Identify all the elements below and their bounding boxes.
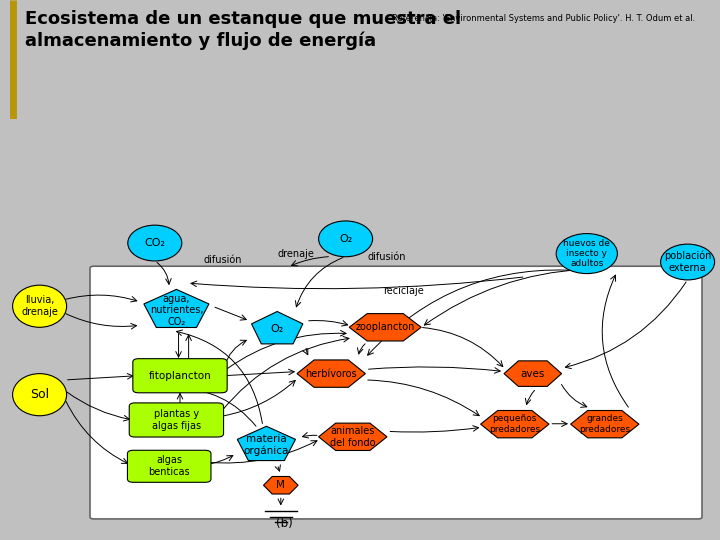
Ellipse shape: [13, 374, 66, 416]
Text: (b): (b): [276, 517, 293, 530]
Text: agua,
nutrientes,
CO₂: agua, nutrientes, CO₂: [150, 294, 203, 327]
Polygon shape: [251, 312, 303, 344]
Ellipse shape: [556, 234, 618, 274]
Polygon shape: [481, 410, 549, 438]
Text: zooplancton: zooplancton: [356, 322, 415, 332]
Text: difusión: difusión: [367, 252, 405, 262]
Text: animales
del fondo: animales del fondo: [330, 426, 376, 448]
Text: Referencia: 'Environmental Systems and Public Policy'. H. T. Odum et al.: Referencia: 'Environmental Systems and P…: [392, 14, 696, 23]
Polygon shape: [264, 476, 298, 494]
Polygon shape: [504, 361, 562, 387]
Ellipse shape: [13, 285, 66, 327]
Text: aves: aves: [521, 369, 545, 379]
Polygon shape: [238, 426, 295, 461]
Text: grandes
predadores: grandes predadores: [579, 415, 631, 434]
Polygon shape: [349, 314, 421, 341]
FancyBboxPatch shape: [90, 266, 702, 519]
FancyBboxPatch shape: [127, 450, 211, 482]
Text: drenaje: drenaje: [277, 249, 314, 259]
Text: O₂: O₂: [339, 234, 352, 244]
Ellipse shape: [318, 221, 373, 256]
Text: huevos de
insecto y
adultos: huevos de insecto y adultos: [563, 239, 611, 268]
Text: reciclaje: reciclaje: [383, 287, 423, 296]
Text: materia
orgánica: materia orgánica: [243, 434, 289, 456]
Text: herbívoros: herbívoros: [305, 369, 357, 379]
Ellipse shape: [128, 225, 181, 261]
Polygon shape: [571, 410, 639, 438]
FancyBboxPatch shape: [133, 359, 228, 393]
Polygon shape: [297, 360, 366, 387]
Text: fitoplancton: fitoplancton: [148, 371, 212, 381]
Text: población
externa: población externa: [664, 251, 711, 273]
Text: O₂: O₂: [271, 325, 284, 334]
Ellipse shape: [661, 244, 714, 280]
Polygon shape: [319, 423, 387, 450]
Text: Ecosistema de un estanque que muestra el
almacenamiento y flujo de energía: Ecosistema de un estanque que muestra el…: [25, 10, 462, 50]
Text: CO₂: CO₂: [144, 238, 166, 248]
Text: lluvia,
drenaje: lluvia, drenaje: [21, 295, 58, 317]
Text: Sol: Sol: [30, 388, 49, 401]
FancyBboxPatch shape: [130, 403, 223, 437]
Text: plantas y
algas fijas: plantas y algas fijas: [152, 409, 201, 431]
Text: difusión: difusión: [203, 255, 241, 265]
Text: algas
benticas: algas benticas: [148, 456, 190, 477]
Text: pequeños
predadores: pequeños predadores: [489, 415, 541, 434]
Text: M: M: [276, 480, 285, 490]
Polygon shape: [144, 289, 209, 327]
